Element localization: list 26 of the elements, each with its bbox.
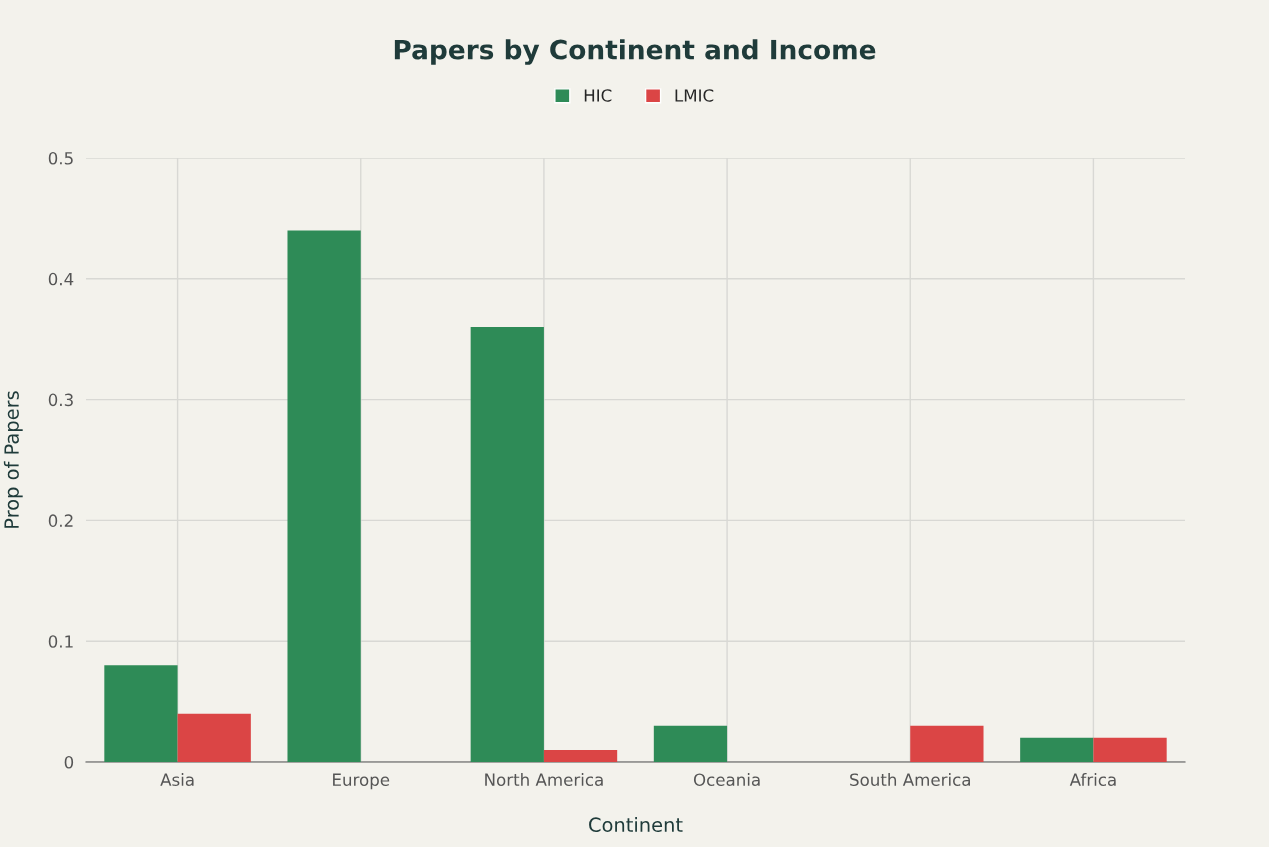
bar [653, 725, 728, 762]
bar [1020, 737, 1094, 762]
x-tick-label: Europe [333, 773, 390, 790]
bar [104, 665, 178, 762]
y-axis-title: Prop of Papers [3, 391, 23, 528]
y-tick-label: 0.1 [48, 635, 73, 648]
y-tick-label: 0.3 [48, 393, 73, 407]
x-tick-label: South America [850, 773, 970, 787]
bar [910, 725, 984, 762]
y-tick-label: 0 [64, 755, 74, 769]
x-tick-label: Asia [160, 773, 194, 787]
x-tick-label: Oceania [693, 773, 760, 787]
x-tick-label: North America [485, 773, 603, 787]
y-tick-label: 0.5 [48, 151, 73, 165]
bar [1093, 737, 1167, 762]
y-tick-label: 0.4 [48, 272, 74, 286]
x-axis-title: Continent [589, 817, 683, 833]
bar [287, 230, 361, 762]
legend-label: HIC [584, 89, 612, 102]
y-tick-label: 0.2 [48, 514, 73, 527]
bar [470, 327, 544, 762]
bar [177, 713, 251, 762]
bar [543, 749, 618, 762]
legend-label: LMIC [675, 89, 714, 102]
chart-title: Papers by Continent and Income [394, 39, 876, 65]
x-tick-label: Africa [1069, 773, 1116, 787]
